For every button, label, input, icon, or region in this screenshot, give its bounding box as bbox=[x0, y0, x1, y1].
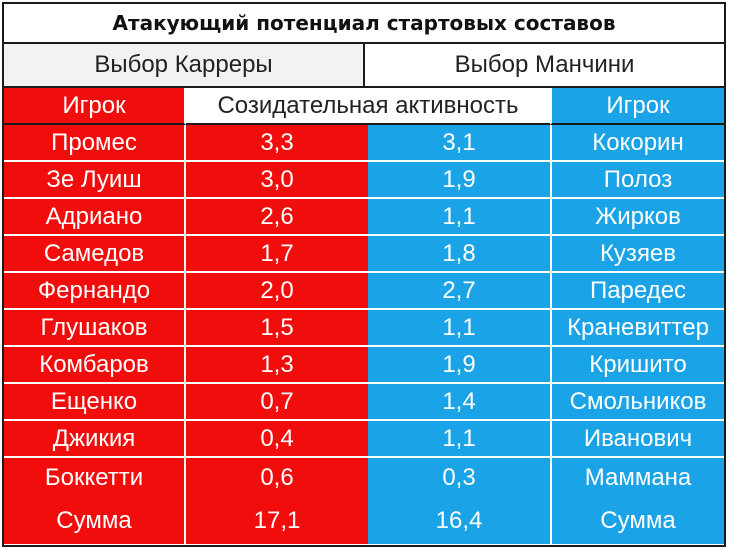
right-player-cell: Смольников bbox=[550, 384, 724, 421]
left-player-cell: Фернандо bbox=[4, 273, 186, 310]
left-value-cell: 0,6 bbox=[186, 458, 368, 498]
right-player-cell: Жирков bbox=[550, 199, 724, 236]
left-value-cell: 2,6 bbox=[186, 199, 368, 236]
comparison-table: Игрок Созидательная активность Игрок Про… bbox=[4, 88, 724, 544]
right-player-cell: Краневиттер bbox=[550, 310, 724, 347]
left-player-cell: Адриано bbox=[4, 199, 186, 236]
table-title: Атакующий потенциал стартовых составов bbox=[4, 4, 724, 44]
right-player-cell: Кузяев bbox=[550, 236, 724, 273]
table-row: Адриано 2,6 1,1 Жирков bbox=[4, 199, 724, 236]
left-player-cell: Самедов bbox=[4, 236, 186, 273]
column-header-player-left: Игрок bbox=[4, 88, 186, 125]
sum-value-right: 16,4 bbox=[368, 498, 550, 544]
right-player-cell: Иванович bbox=[550, 421, 724, 458]
right-value-cell: 1,1 bbox=[368, 199, 550, 236]
left-value-cell: 3,0 bbox=[186, 162, 368, 199]
left-value-cell: 0,4 bbox=[186, 421, 368, 458]
table-row: Комбаров 1,3 1,9 Кришито bbox=[4, 347, 724, 384]
right-value-cell: 1,1 bbox=[368, 310, 550, 347]
left-player-cell: Промес bbox=[4, 125, 186, 162]
sum-row: Сумма 17,1 16,4 Сумма bbox=[4, 498, 724, 544]
right-value-cell: 0,3 bbox=[368, 458, 550, 498]
table-row: Боккетти 0,6 0,3 Маммана bbox=[4, 458, 724, 498]
left-player-cell: Глушаков bbox=[4, 310, 186, 347]
table-row: Зе Луиш 3,0 1,9 Полоз bbox=[4, 162, 724, 199]
left-value-cell: 0,7 bbox=[186, 384, 368, 421]
right-player-cell: Полоз bbox=[550, 162, 724, 199]
table-body: Промес 3,3 3,1 Кокорин Зе Луиш 3,0 1,9 Полоз Адр… bbox=[4, 125, 724, 498]
sum-value-left: 17,1 bbox=[186, 498, 368, 544]
table-row: Промес 3,3 3,1 Кокорин bbox=[4, 125, 724, 162]
left-value-cell: 1,5 bbox=[186, 310, 368, 347]
left-value-cell: 2,0 bbox=[186, 273, 368, 310]
column-header-row: Игрок Созидательная активность Игрок bbox=[4, 88, 724, 125]
right-player-cell: Паредес bbox=[550, 273, 724, 310]
left-player-cell: Джикия bbox=[4, 421, 186, 458]
right-player-cell: Кокорин bbox=[550, 125, 724, 162]
right-value-cell: 1,8 bbox=[368, 236, 550, 273]
column-header-player-right: Игрок bbox=[550, 88, 724, 125]
right-player-cell: Маммана bbox=[550, 458, 724, 498]
right-value-cell: 1,1 bbox=[368, 421, 550, 458]
sum-label-left: Сумма bbox=[4, 498, 186, 544]
table-row: Джикия 0,4 1,1 Иванович bbox=[4, 421, 724, 458]
right-value-cell: 2,7 bbox=[368, 273, 550, 310]
coach-choice-header: Выбор Карреры Выбор Манчини bbox=[4, 44, 724, 88]
right-value-cell: 3,1 bbox=[368, 125, 550, 162]
sum-label-right: Сумма bbox=[550, 498, 724, 544]
right-value-cell: 1,9 bbox=[368, 162, 550, 199]
left-player-cell: Зе Луиш bbox=[4, 162, 186, 199]
right-player-cell: Кришито bbox=[550, 347, 724, 384]
left-value-cell: 1,3 bbox=[186, 347, 368, 384]
carrera-choice-label: Выбор Карреры bbox=[4, 44, 365, 86]
column-header-metric: Созидательная активность bbox=[186, 88, 550, 125]
mancini-choice-label: Выбор Манчини bbox=[365, 44, 724, 86]
left-player-cell: Боккетти bbox=[4, 458, 186, 498]
left-player-cell: Комбаров bbox=[4, 347, 186, 384]
left-value-cell: 3,3 bbox=[186, 125, 368, 162]
left-player-cell: Ещенко bbox=[4, 384, 186, 421]
table-row: Глушаков 1,5 1,1 Краневиттер bbox=[4, 310, 724, 347]
right-value-cell: 1,9 bbox=[368, 347, 550, 384]
table-row: Самедов 1,7 1,8 Кузяев bbox=[4, 236, 724, 273]
right-value-cell: 1,4 bbox=[368, 384, 550, 421]
left-value-cell: 1,7 bbox=[186, 236, 368, 273]
table-row: Фернандо 2,0 2,7 Паредес bbox=[4, 273, 724, 310]
table-row: Ещенко 0,7 1,4 Смольников bbox=[4, 384, 724, 421]
